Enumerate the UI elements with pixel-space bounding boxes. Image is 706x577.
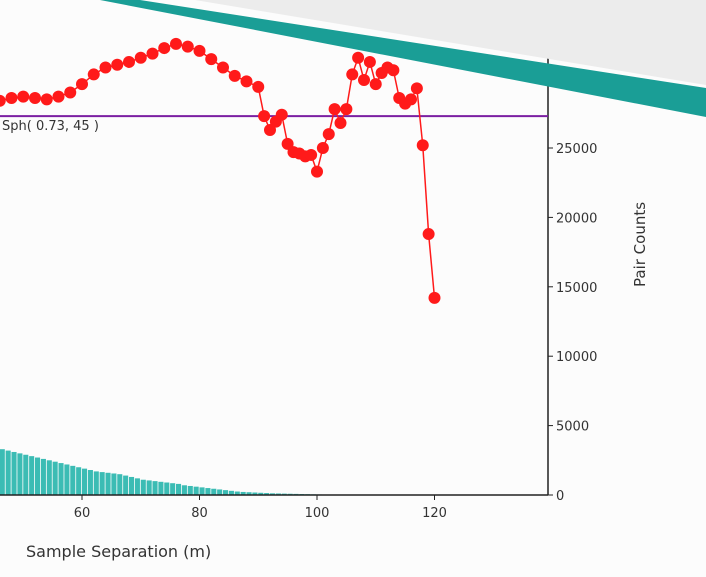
pair-count-bar (76, 467, 81, 495)
pair-count-bar (217, 489, 222, 495)
semivariogram-point (387, 64, 399, 76)
pair-count-bar (200, 487, 205, 495)
pair-count-bar (6, 451, 11, 495)
semivariogram-point (352, 52, 364, 64)
semivariogram-point (170, 38, 182, 50)
pair-count-bar (194, 487, 199, 495)
semivariogram-point (252, 81, 264, 93)
pair-count-bar (158, 482, 163, 495)
semivariogram-point (229, 70, 241, 82)
semivariogram-point (88, 68, 100, 80)
pair-count-bar (135, 478, 140, 495)
pair-count-bar (211, 489, 216, 495)
pair-count-bar (70, 466, 75, 495)
pair-count-bar (153, 481, 158, 495)
y2-tick-label: 5000 (556, 420, 589, 435)
pair-count-bar (0, 449, 5, 495)
x-tick-label: 100 (305, 506, 330, 521)
pair-count-bar (100, 472, 105, 495)
x-tick-label: 80 (191, 506, 208, 521)
pair-count-bar (64, 464, 69, 495)
pair-count-bar (59, 463, 64, 495)
semivariogram-point (311, 166, 323, 178)
pair-count-bar (12, 452, 17, 495)
semivariogram-point (41, 93, 53, 105)
semivariogram-point (205, 53, 217, 65)
pair-count-bar (117, 474, 122, 495)
y2-tick-label: 15000 (556, 281, 597, 296)
semivariogram-point (405, 93, 417, 105)
semivariogram-point (370, 78, 382, 90)
pair-count-bar (170, 483, 175, 495)
pair-count-bar (164, 483, 169, 495)
y2-tick-label: 20000 (556, 211, 597, 226)
pair-count-bar (29, 456, 34, 495)
pair-count-bar (17, 453, 22, 495)
semivariogram-point (423, 228, 435, 240)
semivariogram-point (276, 109, 288, 121)
semivariogram-point (429, 292, 441, 304)
pair-count-bar (41, 459, 46, 495)
semivariogram-point (194, 45, 206, 57)
pair-count-bar (111, 473, 116, 495)
semivariogram-point (147, 48, 159, 60)
semivariogram-point (158, 42, 170, 54)
semivariogram-point (6, 92, 18, 104)
semivariogram-point (411, 82, 423, 94)
pair-count-bar (123, 476, 128, 495)
pair-count-bar (53, 462, 58, 495)
semivariogram-point (135, 52, 147, 64)
semivariogram-point (323, 128, 335, 140)
pair-count-bar (188, 486, 193, 495)
semivariogram-point (358, 74, 370, 86)
semivariogram-point (346, 68, 358, 80)
semivariogram-point (100, 61, 112, 73)
pair-count-bar (35, 458, 40, 495)
pair-count-bar (23, 455, 28, 495)
semivariogram-point (258, 110, 270, 122)
semivariogram-point (364, 56, 376, 68)
semivariogram-point (241, 75, 253, 87)
semivariogram-point (182, 41, 194, 53)
pair-count-bar (129, 477, 134, 495)
pair-count-bar (205, 488, 210, 495)
semivariogram-point (329, 103, 341, 115)
pair-count-bar (88, 470, 93, 495)
pair-count-bar (94, 471, 99, 495)
model-label: Sph( 0.73, 45 ) (2, 119, 99, 134)
semivariogram-point (123, 56, 135, 68)
semivariogram-point (64, 86, 76, 98)
semivariogram-point (335, 117, 347, 129)
semivariogram-point (76, 78, 88, 90)
x-axis-title: Sample Separation (m) (26, 542, 211, 561)
semivariogram-point (53, 91, 65, 103)
pair-count-bar (106, 473, 111, 495)
semivariogram-point (0, 95, 6, 107)
pair-count-bar (176, 484, 181, 495)
semivariogram-point (317, 142, 329, 154)
y2-tick-label: 10000 (556, 350, 597, 365)
y2-tick-label: 0 (556, 489, 564, 504)
y2-axis-title: Pair Counts (631, 202, 649, 287)
semivariogram-point (17, 91, 29, 103)
semivariogram-point (340, 103, 352, 115)
semivariogram-point (217, 61, 229, 73)
pair-count-bar (47, 460, 52, 495)
banner-light (195, 0, 706, 85)
x-tick-label: 120 (422, 506, 447, 521)
pair-count-bar (141, 480, 146, 495)
pair-count-bar (147, 480, 152, 495)
semivariogram-point (305, 149, 317, 161)
pair-count-bars (0, 442, 387, 495)
semivariogram-point (111, 59, 123, 71)
pair-count-bar (182, 485, 187, 495)
y2-tick-label: 25000 (556, 142, 597, 157)
semivariogram-point (417, 139, 429, 151)
semivariogram-series (0, 38, 441, 304)
x-tick-label: 60 (74, 506, 91, 521)
semivariogram-point (29, 92, 41, 104)
pair-count-bar (82, 469, 87, 495)
